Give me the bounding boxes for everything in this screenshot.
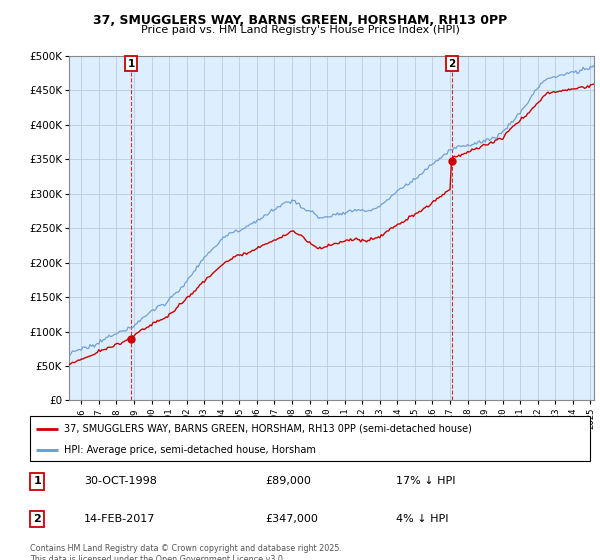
Text: 37, SMUGGLERS WAY, BARNS GREEN, HORSHAM, RH13 0PP: 37, SMUGGLERS WAY, BARNS GREEN, HORSHAM,…	[93, 14, 507, 27]
Text: 1: 1	[34, 477, 41, 487]
Text: HPI: Average price, semi-detached house, Horsham: HPI: Average price, semi-detached house,…	[64, 445, 316, 455]
Text: 37, SMUGGLERS WAY, BARNS GREEN, HORSHAM, RH13 0PP (semi-detached house): 37, SMUGGLERS WAY, BARNS GREEN, HORSHAM,…	[64, 423, 472, 433]
Text: £347,000: £347,000	[265, 514, 318, 524]
Text: 30-OCT-1998: 30-OCT-1998	[84, 477, 157, 487]
Text: 1: 1	[127, 59, 134, 69]
FancyBboxPatch shape	[30, 417, 590, 461]
Text: 2: 2	[34, 514, 41, 524]
Text: 4% ↓ HPI: 4% ↓ HPI	[395, 514, 448, 524]
Text: £89,000: £89,000	[265, 477, 311, 487]
Text: 14-FEB-2017: 14-FEB-2017	[84, 514, 155, 524]
Text: 2: 2	[449, 59, 456, 69]
Text: Price paid vs. HM Land Registry's House Price Index (HPI): Price paid vs. HM Land Registry's House …	[140, 25, 460, 35]
Text: 17% ↓ HPI: 17% ↓ HPI	[395, 477, 455, 487]
Text: Contains HM Land Registry data © Crown copyright and database right 2025.
This d: Contains HM Land Registry data © Crown c…	[30, 544, 342, 560]
